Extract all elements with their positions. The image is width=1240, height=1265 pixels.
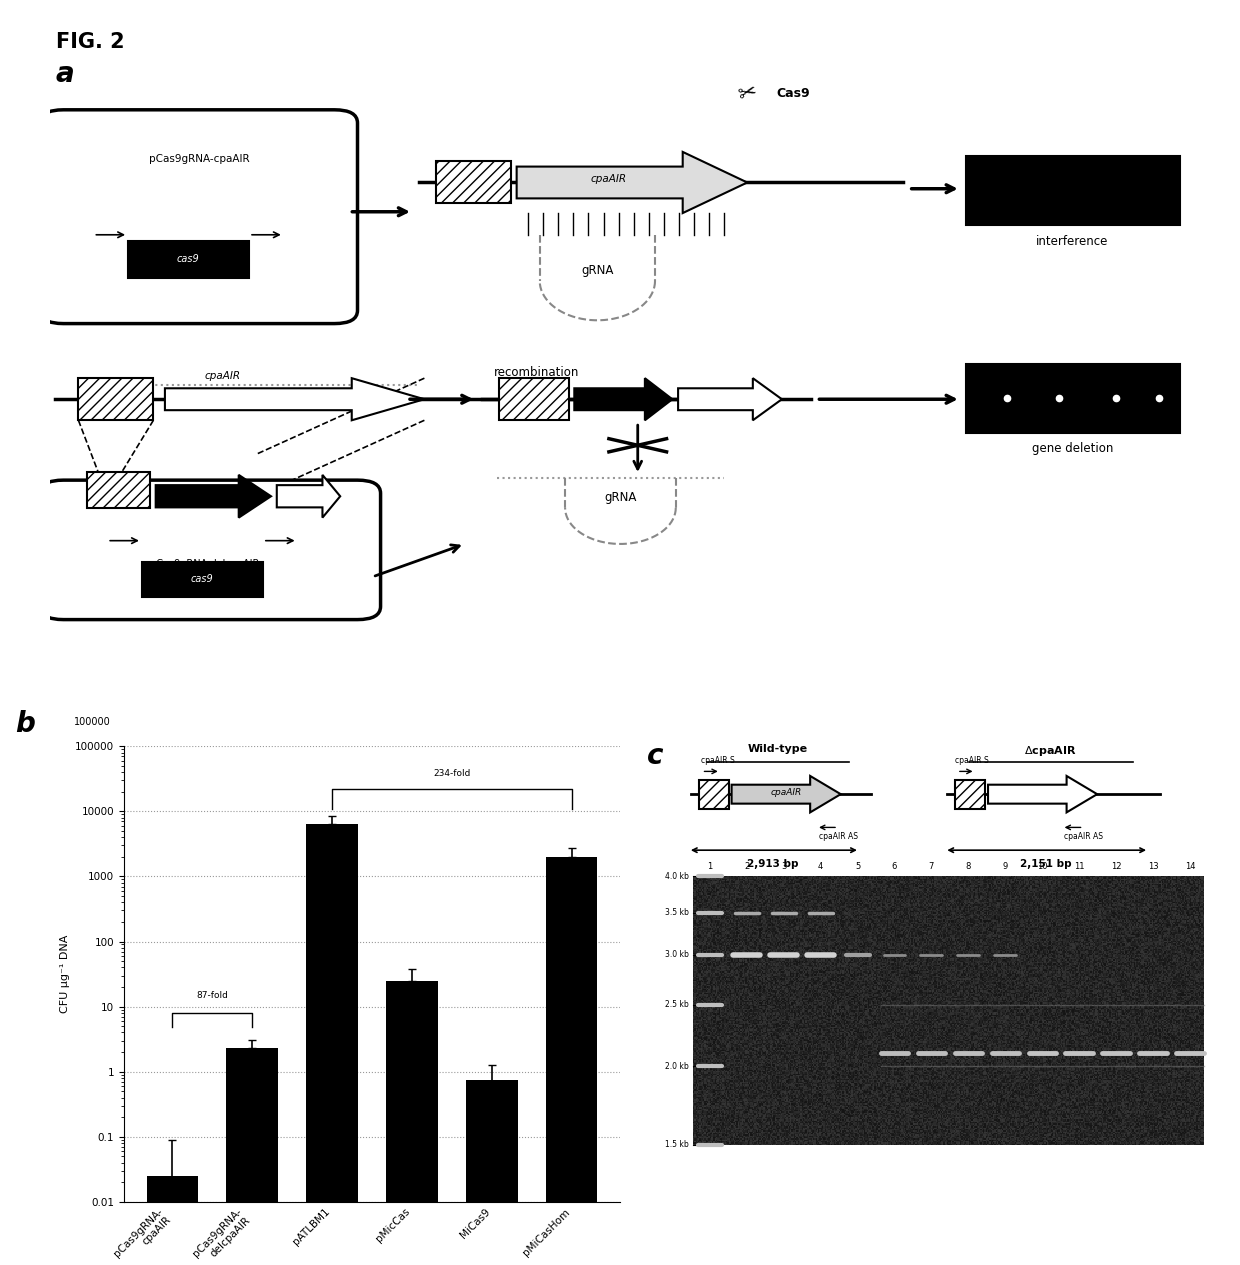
Text: b: b [15,710,35,737]
Text: gene deletion: gene deletion [1032,441,1114,455]
Text: cpaAIR: cpaAIR [205,371,241,381]
Polygon shape [156,474,272,517]
Text: 13: 13 [1148,861,1158,870]
Text: 5: 5 [854,861,861,870]
Polygon shape [574,378,672,420]
Bar [227,1049,278,1265]
Text: 6: 6 [892,861,897,870]
Text: 12: 12 [1111,861,1121,870]
Text: 3: 3 [781,861,786,870]
Text: 7: 7 [929,861,934,870]
Text: ✂: ✂ [735,81,759,105]
Text: 2,151 bp: 2,151 bp [1019,859,1071,869]
Text: cas9: cas9 [176,254,200,264]
Text: 3.5 kb: 3.5 kb [665,908,689,917]
Bar [78,378,154,420]
Text: cpaAIR S: cpaAIR S [701,756,734,765]
Text: FIG. 2: FIG. 2 [56,32,124,52]
Text: 3.0 kb: 3.0 kb [665,950,689,959]
Polygon shape [165,378,424,420]
Bar [955,779,986,810]
Text: 14: 14 [1184,861,1195,870]
Bar [386,980,438,1265]
Bar [436,161,511,204]
Text: 9: 9 [1003,861,1008,870]
Text: 2: 2 [744,861,749,870]
Polygon shape [988,775,1097,812]
Bar [966,364,1179,434]
Bar [500,378,569,420]
Text: a: a [56,61,74,89]
Text: 1.5 kb: 1.5 kb [666,1140,689,1150]
Bar [306,824,358,1265]
Bar [699,779,729,810]
Text: 100000: 100000 [74,717,112,727]
Text: cpaAIR AS: cpaAIR AS [818,832,858,841]
Text: Cas9: Cas9 [776,87,810,100]
Text: 2,913 bp: 2,913 bp [746,859,799,869]
Text: recombination: recombination [494,367,579,380]
Text: cas9: cas9 [191,574,213,584]
Polygon shape [277,474,340,517]
Text: interference: interference [1037,235,1109,248]
Text: 4.0 kb: 4.0 kb [665,872,689,880]
Text: cpaAIR: cpaAIR [770,788,802,797]
Bar [128,242,249,277]
Polygon shape [732,775,841,812]
Text: 4: 4 [818,861,823,870]
Text: 10: 10 [1037,861,1048,870]
Text: 2.5 kb: 2.5 kb [666,1001,689,1009]
Bar [87,472,150,507]
Text: pCas9gRNA-delcpaAIR: pCas9gRNA-delcpaAIR [150,559,260,569]
Text: Wild-type: Wild-type [748,744,808,754]
Text: $\mathit{\Delta}$cpaAIR: $\mathit{\Delta}$cpaAIR [1024,744,1078,758]
Bar [466,1080,517,1265]
Text: 234-fold: 234-fold [433,769,470,778]
Text: pCas9gRNA-cpaAIR: pCas9gRNA-cpaAIR [149,154,249,164]
Text: 11: 11 [1074,861,1084,870]
Text: 87-fold: 87-fold [196,990,228,999]
Text: cpaAIR S: cpaAIR S [955,756,990,765]
Text: 8: 8 [966,861,971,870]
FancyBboxPatch shape [41,481,381,620]
Bar [546,856,598,1265]
Bar [966,156,1179,225]
Text: cpaAIR: cpaAIR [590,173,627,183]
Polygon shape [517,152,748,213]
Text: 2.0 kb: 2.0 kb [666,1061,689,1070]
Text: gRNA: gRNA [604,491,636,505]
FancyBboxPatch shape [41,110,357,324]
Bar [146,1176,198,1265]
Polygon shape [678,378,782,420]
Text: cpaAIR AS: cpaAIR AS [1064,832,1104,841]
Text: 1: 1 [707,861,713,870]
Y-axis label: CFU µg⁻¹ DNA: CFU µg⁻¹ DNA [60,935,69,1013]
Text: c: c [647,741,663,770]
Text: gRNA: gRNA [582,264,614,277]
Bar [141,563,263,597]
